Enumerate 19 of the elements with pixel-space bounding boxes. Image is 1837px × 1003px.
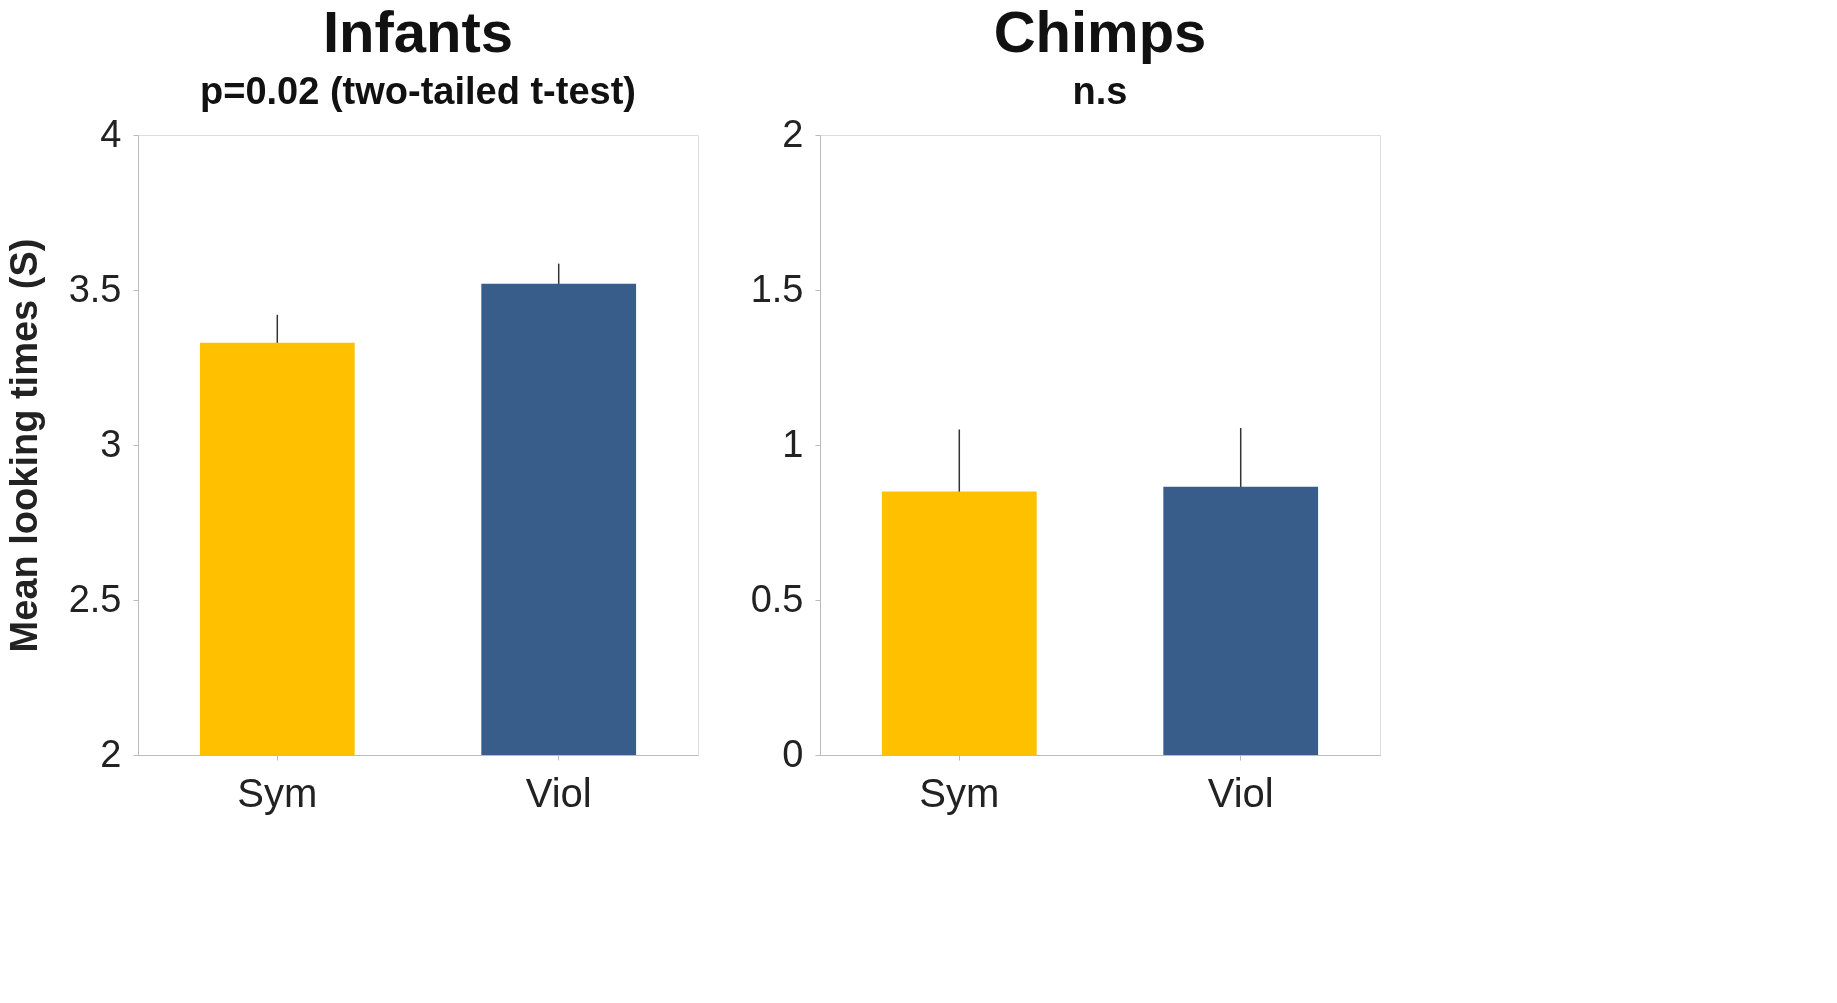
y-axis-title: Mean looking times (S) bbox=[2, 238, 45, 653]
chart-subtitle: p=0.02 (two-tailed t-test) bbox=[200, 70, 636, 112]
y-tick-label: 1 bbox=[782, 422, 804, 465]
y-tick-label: 3.5 bbox=[68, 267, 122, 310]
y-tick-label: 0.5 bbox=[750, 577, 804, 620]
chart-title: Infants bbox=[322, 0, 514, 64]
y-tick-label: 2 bbox=[100, 732, 122, 775]
y-tick-label: 0 bbox=[782, 732, 804, 775]
x-tick-label: Sym bbox=[919, 770, 1000, 815]
x-tick-label: Viol bbox=[525, 770, 592, 815]
y-tick-label: 4 bbox=[100, 112, 122, 155]
chart-title: Chimps bbox=[993, 0, 1207, 64]
y-tick-label: 3 bbox=[100, 422, 122, 465]
chart-subtitle: n.s bbox=[1072, 70, 1128, 112]
y-tick-label: 1.5 bbox=[750, 267, 804, 310]
y-tick-label: 2 bbox=[782, 112, 804, 155]
y-tick-label: 2.5 bbox=[68, 577, 122, 620]
x-tick-label: Sym bbox=[237, 770, 318, 815]
x-tick-label: Viol bbox=[1207, 770, 1274, 815]
